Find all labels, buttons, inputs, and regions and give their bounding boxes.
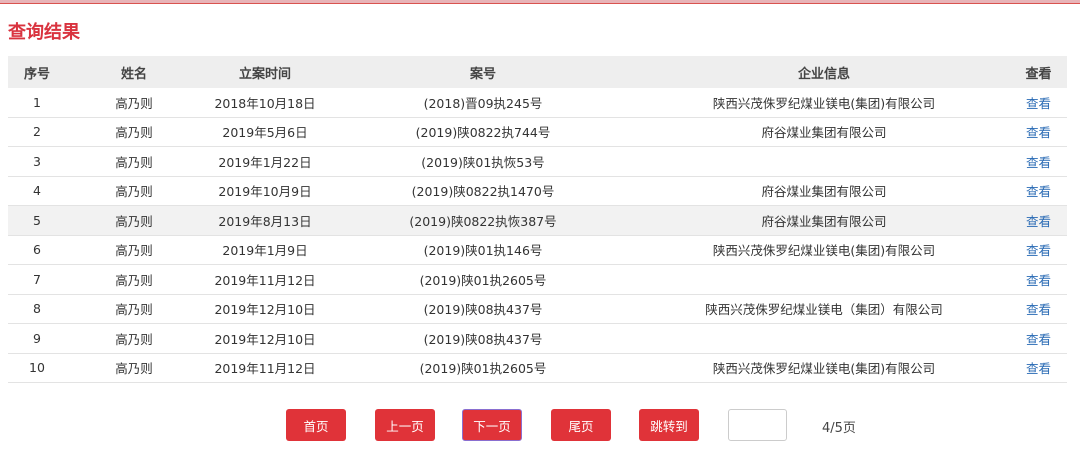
cell-row-case-no: (2019)陕0822执恢387号	[328, 205, 638, 236]
table-row: 8 高乃则 2019年12月10日 (2019)陕08执437号 陕西兴茂侏罗纪煤业镁电…	[8, 294, 1067, 324]
table-row: 6 高乃则 2019年1月9日 (2019)陕01执146号 陕西兴茂侏罗纪煤业镁电(集…	[8, 235, 1067, 265]
cell-row-company	[638, 264, 1010, 295]
view-link[interactable]: 查看	[1025, 331, 1051, 347]
cell-row-name: 高乃则	[66, 205, 202, 236]
table-row: 5 高乃则 2019年8月13日 (2019)陕0822执恢387号 府谷煤业集团有限公…	[8, 205, 1067, 236]
cell-row-date: 2019年5月6日	[202, 117, 328, 147]
cell-row-name: 高乃则	[66, 294, 202, 324]
table-row: 7 高乃则 2019年11月12日 (2019)陕01执2605号 查看	[8, 264, 1067, 295]
cell-row-date: 2019年1月22日	[202, 146, 328, 177]
cell-row-index: 9	[8, 323, 66, 354]
table-row: 9 高乃则 2019年12月10日 (2019)陕08执437号 查看	[8, 323, 1067, 354]
cell-row-index: 8	[8, 294, 66, 324]
cell-row-index: 7	[8, 264, 66, 295]
cell-view-link: 查看	[1010, 323, 1067, 354]
col-view: 查看	[1010, 56, 1067, 88]
col-name: 姓名	[66, 56, 202, 88]
cell-row-index: 1	[8, 88, 66, 118]
table-row: 1 高乃则 2018年10月18日 (2018)晋09执245号 陕西兴茂侏罗纪煤业镁电…	[8, 88, 1067, 118]
last-page-button[interactable]: 尾页	[551, 409, 611, 441]
cell-view-link: 查看	[1010, 146, 1067, 177]
cell-row-name: 高乃则	[66, 176, 202, 206]
cell-row-date: 2018年10月18日	[202, 88, 328, 118]
cell-row-name: 高乃则	[66, 235, 202, 265]
cell-row-index: 2	[8, 117, 66, 147]
cell-row-company: 陕西兴茂侏罗纪煤业镁电（集团）有限公司	[638, 294, 1010, 324]
view-link[interactable]: 查看	[1025, 272, 1051, 288]
cell-row-index: 3	[8, 146, 66, 177]
jump-button[interactable]: 跳转到	[639, 409, 699, 441]
top-border	[0, 0, 1080, 4]
table-row: 4 高乃则 2019年10月9日 (2019)陕0822执1470号 府谷煤业集团有限公…	[8, 176, 1067, 206]
page-title: 查询结果	[8, 22, 80, 43]
view-link[interactable]: 查看	[1025, 361, 1051, 377]
cell-view-link: 查看	[1010, 88, 1067, 118]
cell-row-index: 10	[8, 353, 66, 383]
first-page-button[interactable]: 首页	[286, 409, 346, 441]
cell-row-date: 2019年10月9日	[202, 176, 328, 206]
view-link[interactable]: 查看	[1025, 154, 1051, 170]
cell-row-company: 陕西兴茂侏罗纪煤业镁电(集团)有限公司	[638, 88, 1010, 118]
view-link[interactable]: 查看	[1025, 213, 1051, 229]
view-link[interactable]: 查看	[1025, 302, 1051, 318]
next-page-button[interactable]: 下一页	[462, 409, 522, 441]
cell-row-name: 高乃则	[66, 353, 202, 383]
cell-row-date: 2019年12月10日	[202, 323, 328, 354]
page-info: 4/5页	[822, 421, 856, 436]
cell-view-link: 查看	[1010, 294, 1067, 324]
cell-row-company: 陕西兴茂侏罗纪煤业镁电(集团)有限公司	[638, 353, 1010, 383]
cell-row-name: 高乃则	[66, 264, 202, 295]
cell-row-case-no: (2019)陕01执2605号	[328, 264, 638, 295]
cell-row-index: 5	[8, 205, 66, 236]
cell-row-index: 4	[8, 176, 66, 206]
cell-view-link: 查看	[1010, 235, 1067, 265]
cell-row-case-no: (2019)陕08执437号	[328, 323, 638, 354]
cell-row-case-no: (2018)晋09执245号	[328, 88, 638, 118]
cell-row-company: 陕西兴茂侏罗纪煤业镁电(集团)有限公司	[638, 235, 1010, 265]
cell-row-case-no: (2019)陕01执2605号	[328, 353, 638, 383]
cell-row-case-no: (2019)陕01执恢53号	[328, 146, 638, 177]
cell-view-link: 查看	[1010, 176, 1067, 206]
prev-page-button[interactable]: 上一页	[375, 409, 435, 441]
jump-page-input[interactable]	[728, 409, 787, 441]
cell-row-date: 2019年8月13日	[202, 205, 328, 236]
col-case-no: 案号	[328, 56, 638, 88]
cell-row-company	[638, 323, 1010, 354]
col-index: 序号	[8, 56, 66, 88]
cell-row-company	[638, 146, 1010, 177]
cell-row-name: 高乃则	[66, 146, 202, 177]
table-row: 2 高乃则 2019年5月6日 (2019)陕0822执744号 府谷煤业集团有限公司查…	[8, 117, 1067, 147]
cell-view-link: 查看	[1010, 117, 1067, 147]
cell-row-case-no: (2019)陕08执437号	[328, 294, 638, 324]
cell-row-name: 高乃则	[66, 323, 202, 354]
view-link[interactable]: 查看	[1025, 125, 1051, 141]
table-row: 3 高乃则 2019年1月22日 (2019)陕01执恢53号 查看	[8, 146, 1067, 177]
cell-row-date: 2019年11月12日	[202, 353, 328, 383]
cell-row-company: 府谷煤业集团有限公司	[638, 117, 1010, 147]
cell-row-company: 府谷煤业集团有限公司	[638, 176, 1010, 206]
cell-row-date: 2019年11月12日	[202, 264, 328, 295]
cell-row-case-no: (2019)陕0822执1470号	[328, 176, 638, 206]
view-link[interactable]: 查看	[1025, 184, 1051, 200]
results-table: 序号 姓名 立案时间 案号 企业信息 查看 1 高乃则 2018年10月18日 (20…	[8, 56, 1067, 383]
view-link[interactable]: 查看	[1025, 95, 1051, 111]
col-date: 立案时间	[202, 56, 328, 88]
cell-row-date: 2019年1月9日	[202, 235, 328, 265]
cell-view-link: 查看	[1010, 353, 1067, 383]
cell-row-name: 高乃则	[66, 117, 202, 147]
col-company: 企业信息	[638, 56, 1010, 88]
cell-row-company: 府谷煤业集团有限公司	[638, 205, 1010, 236]
cell-view-link: 查看	[1010, 205, 1067, 236]
cell-row-case-no: (2019)陕0822执744号	[328, 117, 638, 147]
cell-row-case-no: (2019)陕01执146号	[328, 235, 638, 265]
cell-row-date: 2019年12月10日	[202, 294, 328, 324]
cell-row-name: 高乃则	[66, 88, 202, 118]
cell-view-link: 查看	[1010, 264, 1067, 295]
cell-row-index: 6	[8, 235, 66, 265]
view-link[interactable]: 查看	[1025, 243, 1051, 259]
table-row: 10 高乃则 2019年11月12日 (2019)陕01执2605号 陕西兴茂侏罗纪煤业…	[8, 353, 1067, 383]
